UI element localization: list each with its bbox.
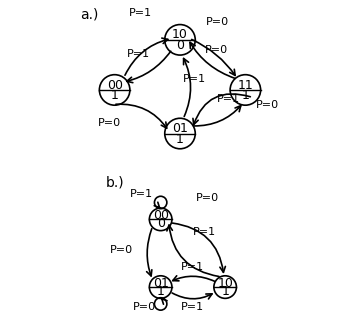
Text: P=1: P=1 — [193, 227, 216, 238]
FancyArrowPatch shape — [127, 51, 171, 83]
Text: P=1: P=1 — [216, 94, 239, 104]
FancyArrowPatch shape — [167, 225, 219, 276]
Text: P=1: P=1 — [129, 8, 152, 18]
Text: P=0: P=0 — [196, 193, 219, 203]
Text: P=1: P=1 — [127, 49, 150, 59]
Text: a.): a.) — [80, 8, 98, 22]
Text: 1: 1 — [111, 89, 118, 102]
Text: P=1: P=1 — [181, 262, 204, 272]
FancyArrowPatch shape — [184, 59, 190, 117]
Text: 01: 01 — [172, 122, 188, 135]
Text: P=0: P=0 — [109, 245, 133, 255]
FancyArrowPatch shape — [116, 104, 167, 128]
Text: 0: 0 — [157, 217, 165, 230]
FancyArrowPatch shape — [147, 229, 152, 276]
Text: P=1: P=1 — [183, 74, 206, 84]
FancyArrowPatch shape — [193, 94, 250, 125]
FancyArrowPatch shape — [125, 38, 168, 75]
FancyArrowPatch shape — [190, 42, 235, 78]
Text: 0: 0 — [176, 39, 184, 52]
Text: 1: 1 — [221, 285, 229, 298]
FancyArrowPatch shape — [172, 293, 212, 299]
Text: P=0: P=0 — [204, 45, 228, 55]
Text: 01: 01 — [153, 277, 168, 290]
Text: 00: 00 — [107, 79, 123, 91]
Text: P=0: P=0 — [133, 302, 156, 312]
Text: P=1: P=1 — [181, 302, 204, 312]
FancyArrowPatch shape — [193, 106, 241, 126]
FancyArrowPatch shape — [161, 298, 167, 304]
Text: 11: 11 — [238, 79, 253, 91]
Text: 10: 10 — [217, 277, 233, 290]
Text: P=0: P=0 — [98, 118, 121, 128]
Text: P=1: P=1 — [130, 189, 153, 199]
Text: 00: 00 — [153, 209, 168, 222]
FancyArrowPatch shape — [154, 202, 160, 208]
Text: b.): b.) — [106, 176, 125, 190]
Text: 10: 10 — [172, 28, 188, 42]
Text: P=0: P=0 — [256, 100, 279, 111]
Text: 1: 1 — [157, 285, 165, 298]
Text: P=0: P=0 — [206, 16, 229, 26]
Text: 1: 1 — [242, 89, 249, 102]
FancyArrowPatch shape — [192, 40, 235, 75]
FancyArrowPatch shape — [172, 223, 225, 272]
FancyArrowPatch shape — [173, 276, 215, 281]
Text: 1: 1 — [176, 133, 184, 146]
